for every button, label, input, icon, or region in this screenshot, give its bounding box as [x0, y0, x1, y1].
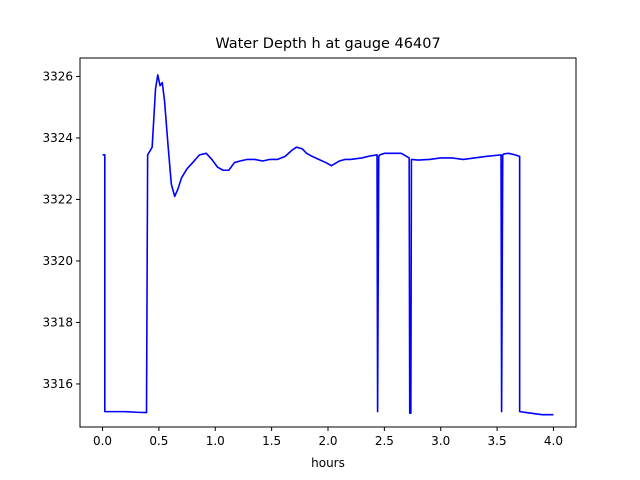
y-tick-label: 3324: [42, 131, 73, 145]
y-axis: 3316 3318 3320 3322 3324 3326: [42, 69, 80, 391]
y-tick-label: 3322: [42, 192, 73, 206]
y-tick-label: 3320: [42, 254, 73, 268]
series-line-0: [102, 74, 554, 416]
x-tick-label: 1.5: [262, 434, 281, 448]
axes-frame: [79, 57, 577, 428]
x-tick-label: 2.5: [375, 434, 394, 448]
plot-area: [102, 74, 554, 416]
x-tick-label: 0.5: [149, 434, 168, 448]
x-axis-label: hours: [311, 456, 345, 470]
y-tick-label: 3326: [42, 69, 73, 83]
x-tick-label: 3.5: [488, 434, 507, 448]
x-tick-label: 2.0: [318, 434, 337, 448]
x-tick-label: 1.0: [206, 434, 225, 448]
y-tick-label: 3318: [42, 315, 73, 329]
x-tick-label: 0.0: [93, 434, 112, 448]
chart-title: Water Depth h at gauge 46407: [215, 36, 440, 52]
x-tick-label: 4.0: [544, 434, 563, 448]
x-tick-label: 3.0: [431, 434, 450, 448]
y-tick-label: 3316: [42, 377, 73, 391]
x-axis: 0.0 0.5 1.0 1.5 2.0 2.5 3.0 3.5 4.0: [93, 427, 563, 448]
